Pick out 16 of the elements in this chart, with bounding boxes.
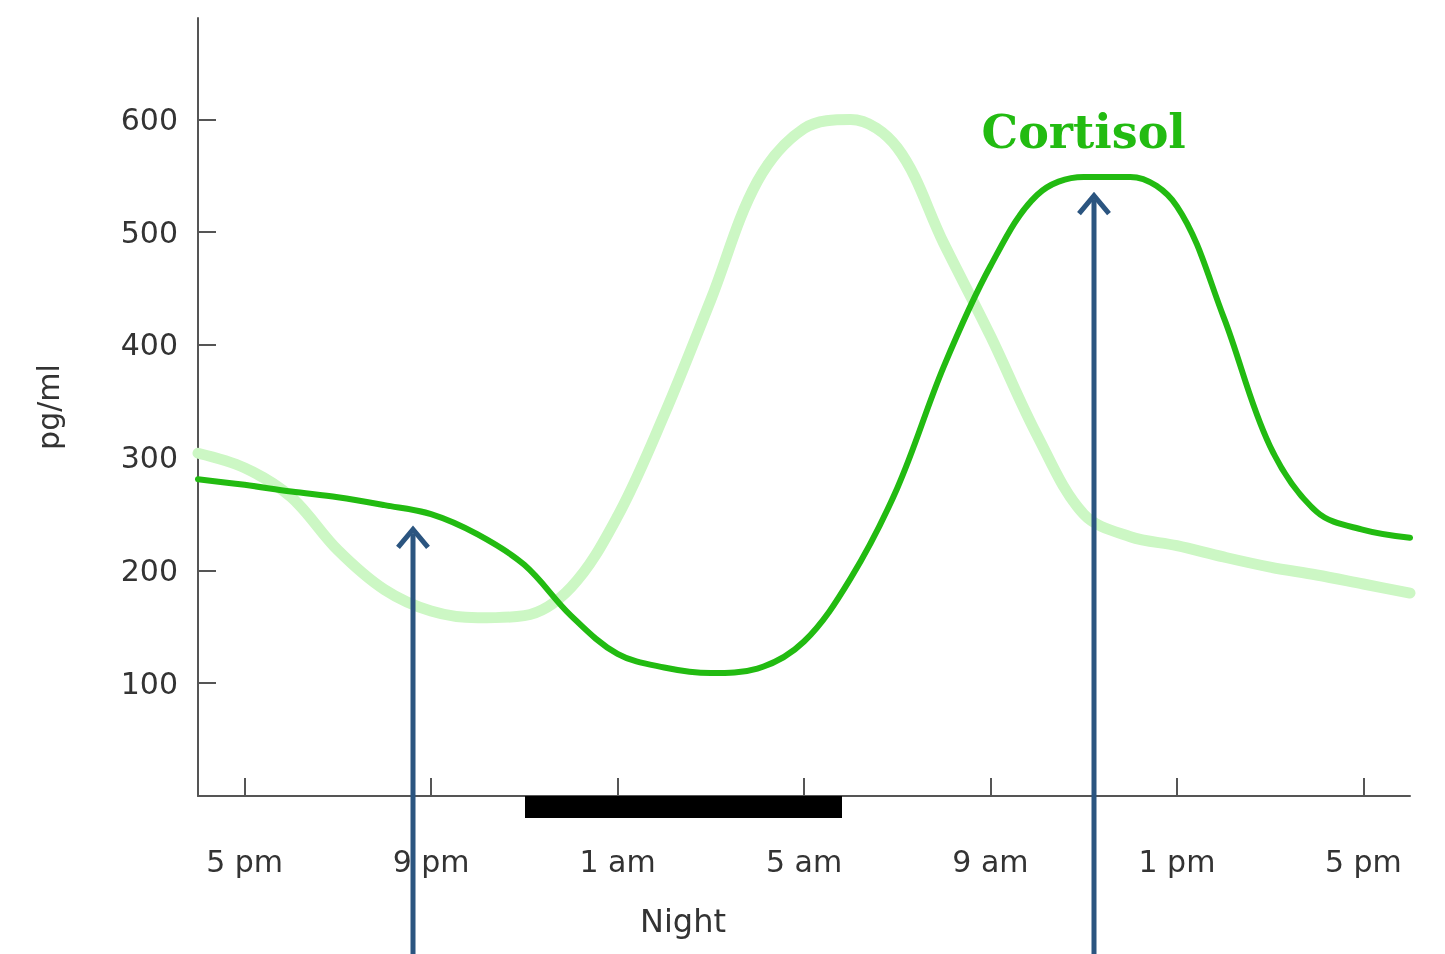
y-tick-label: 200 [120,552,178,588]
y-tick-label: 100 [120,665,178,701]
x-tick-label: 1 am [579,843,656,879]
series-label: Cortisol [981,104,1186,159]
x-tick-label: 9 pm [392,843,470,879]
y-tick-label: 500 [120,214,178,250]
x-tick-label: 1 pm [1138,843,1216,879]
y-axis-title: pg/ml [30,364,66,450]
x-tick-label: 5 am [765,843,843,879]
x-tick-label: 5 pm [206,843,284,879]
y-tick-label: 400 [120,327,178,363]
y-tick-label: 600 [120,101,178,137]
x-tick-label: 5 pm [1324,843,1402,879]
y-tick-label: 300 [120,440,178,476]
text: Night [640,902,726,940]
x-tick-label: 9 am [952,843,1029,879]
